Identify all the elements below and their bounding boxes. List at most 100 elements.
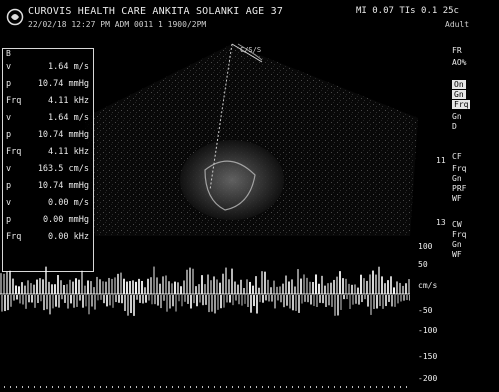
parameter-cf-label[interactable]: CF [452,152,462,161]
timeline-tick [190,386,191,388]
parameter-gn-label[interactable]: Gn [452,90,466,99]
measurement-row: Frq 4.11 kHz [3,93,93,110]
spectrum-trace [163,295,165,301]
timeline-tick [196,386,197,388]
measurement-key: Frq [6,232,22,242]
spectrum-trace [117,273,119,294]
spectrum-trace [39,278,41,294]
spectrum-trace [58,295,60,308]
spectrum-trace [253,295,255,307]
timeline-tick [76,386,77,388]
spectrum-trace [205,295,207,305]
spectrum-trace [175,295,177,312]
spectrum-trace [153,266,155,294]
spectrum-trace [348,283,350,294]
parameter-wf-label[interactable]: WF [452,194,462,203]
timeline-tick [250,386,251,388]
timeline-tick [124,386,125,388]
spectrum-trace [186,269,188,294]
spectrum-trace [343,295,345,300]
timeline-tick [184,386,185,388]
timeline-tick [220,386,221,388]
parameter-cw-label[interactable]: CW [452,220,462,229]
spectrum-trace [313,295,315,307]
parameter-on-label[interactable]: On [452,80,466,89]
spectrum-trace [151,295,153,305]
timeline-tick [262,386,263,388]
scale-tick-label: -100 [418,326,438,335]
spectrum-trace [10,295,12,307]
spectrum-trace [16,295,18,300]
spectrum-trace [373,295,375,309]
spectrum-trace [252,285,254,294]
timeline-tick [130,386,131,388]
spectrum-trace [367,295,369,307]
spectrum-trace [316,295,318,307]
spectrum-trace [172,295,174,307]
spectrum-trace [274,295,276,309]
parameter-ao-label[interactable]: AO% [452,58,467,67]
parameter-frq-label[interactable]: Frq [452,100,471,109]
spectrum-trace [60,280,62,294]
parameter-frq-label[interactable]: Frq [452,164,467,173]
timeline-tick [82,386,83,388]
spectrum-trace [63,284,65,294]
parameter-number: 13 [436,218,446,227]
timeline-tick [10,386,11,388]
parameter-number: 11 [436,156,446,165]
parameter-d-label[interactable]: D [452,122,457,131]
parameter-fr-label[interactable]: FR [452,46,462,55]
spectrum-trace [93,287,95,294]
spectrum-trace [201,275,203,294]
timeline-tick [154,386,155,388]
parameter-prf-label[interactable]: PRF [452,184,467,193]
doppler-spectrum [0,266,410,388]
spectrum-trace [283,295,285,308]
spectrum-trace [112,295,114,308]
spectrum-trace [87,280,89,294]
spectrum-trace [9,270,11,294]
timeline-tick [358,386,359,388]
spectrum-trace [234,281,236,294]
spectrum-trace [28,295,30,303]
spectrum-trace [279,286,281,294]
spectrum-trace [61,295,63,300]
measurement-key: v [6,62,12,72]
spectrum-trace [174,281,176,294]
spectrum-trace [366,280,368,294]
spectrum-trace [72,281,74,294]
timeline-tick [214,386,215,388]
spectrum-trace [369,274,371,294]
spectrum-trace [99,279,101,294]
spectrum-trace [282,283,284,294]
spectrum-trace [144,287,146,294]
parameter-frq-label[interactable]: Frq [452,230,467,239]
spectrum-trace [34,295,36,308]
spectrum-trace [339,271,341,294]
parameter-gn-label[interactable]: Gn [452,174,462,183]
spectrum-trace [228,279,230,294]
timeline-tick [172,386,173,388]
parameter-gn-label[interactable]: Gn [452,240,462,249]
timeline-tick [46,386,47,388]
spectrum-trace [331,295,333,307]
spectrum-trace [198,284,200,294]
spectrum-trace [223,295,225,308]
measurements-panel: B v 1.64 m/s p 10.74 mmHg Frq 4.11 kHz v 1.64 m… [2,48,94,272]
scale-tick-label: 50 [418,260,428,269]
parameter-wf-label[interactable]: WF [452,250,462,259]
spectrum-trace [376,295,378,309]
spectrum-trace [157,295,159,306]
spectrum-trace [355,295,357,304]
spectrum-trace [129,281,131,294]
spectrum-trace [42,279,44,294]
spectrum-trace [108,277,110,294]
spectrum-trace [139,295,141,303]
measurement-row: Frq 4.11 kHz [3,144,93,161]
spectrum-trace [204,284,206,294]
parameter-gn-label[interactable]: Gn [452,112,462,121]
spectrum-trace [360,274,362,294]
scale-tick-label: -150 [418,352,438,361]
measurement-key: Frq [6,147,22,157]
spectrum-trace [264,271,266,294]
